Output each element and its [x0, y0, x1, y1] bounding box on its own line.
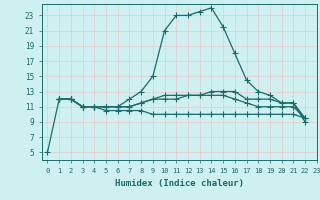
- X-axis label: Humidex (Indice chaleur): Humidex (Indice chaleur): [115, 179, 244, 188]
